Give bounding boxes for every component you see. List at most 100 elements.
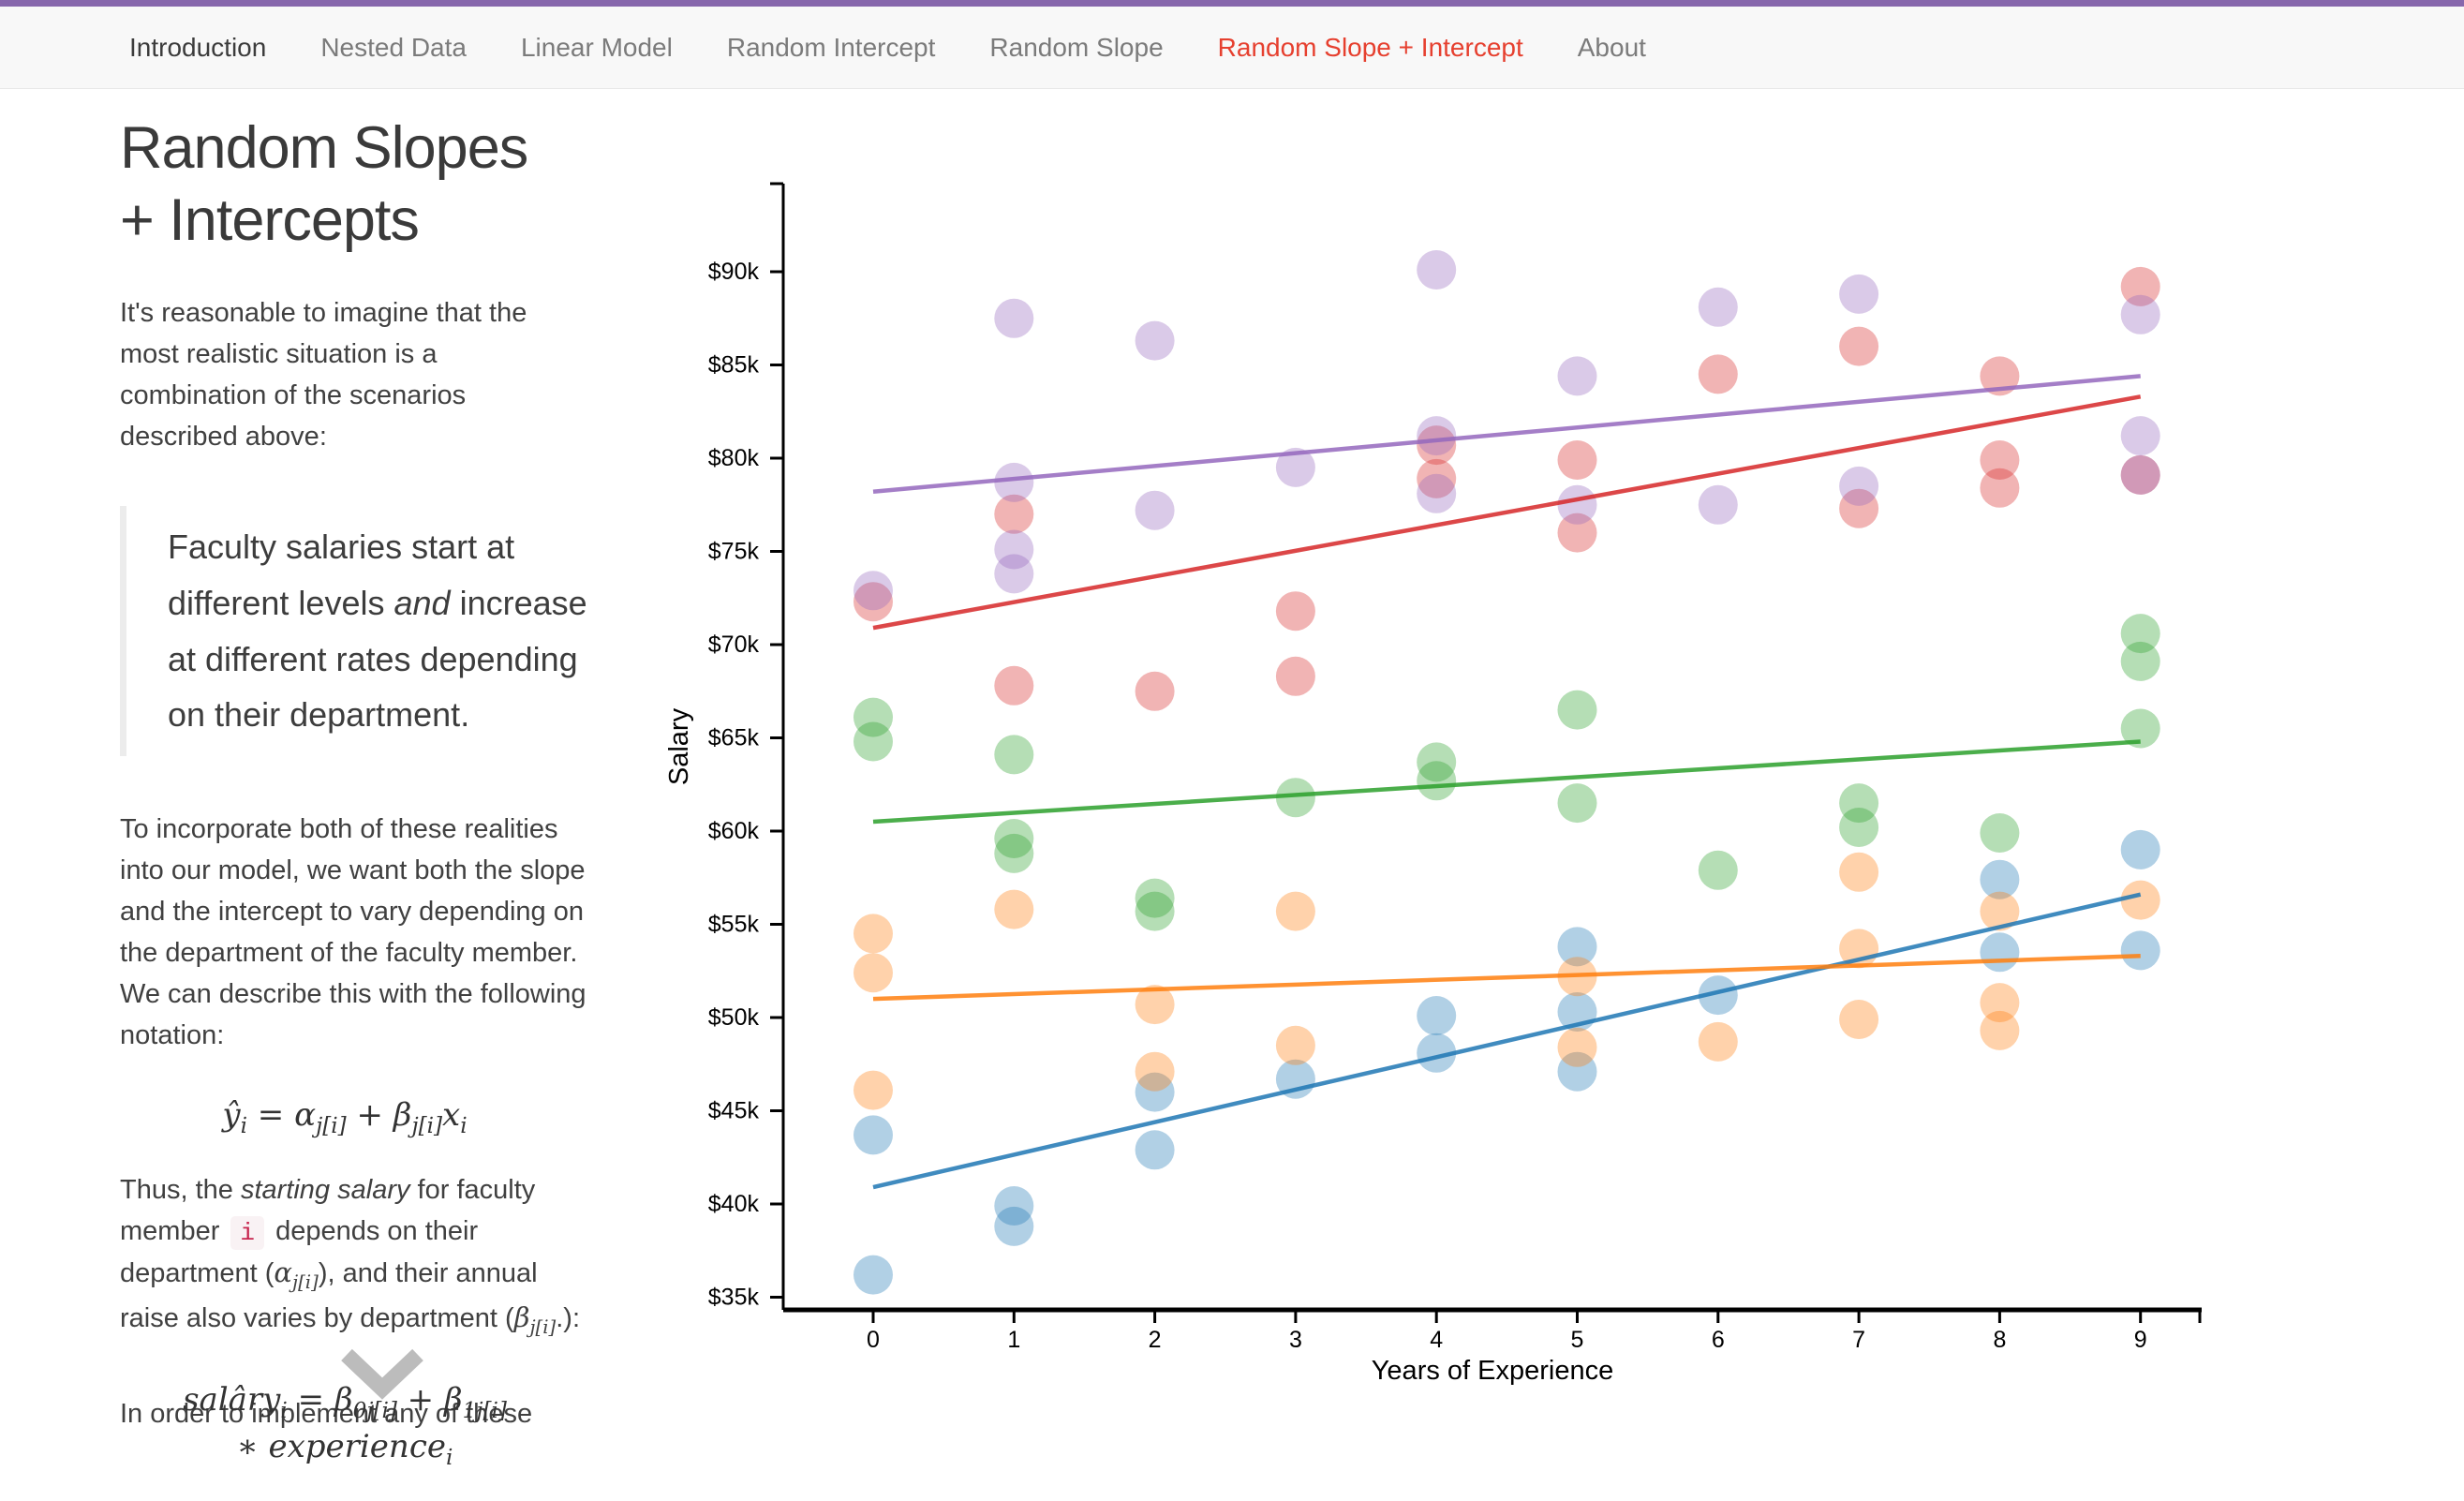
data-point-department-green [1135, 891, 1175, 931]
x-tick-label: 3 [1289, 1327, 1302, 1353]
data-point-department-purple [1135, 490, 1175, 530]
data-point-department-red [1980, 440, 2020, 480]
data-point-department-blue [1557, 1051, 1597, 1092]
data-point-department-red [1839, 326, 1879, 366]
data-point-department-blue [2120, 829, 2160, 869]
data-point-department-blue [2120, 930, 2160, 971]
data-point-department-orange [1135, 1051, 1175, 1092]
data-point-department-green [2120, 641, 2160, 681]
data-point-department-purple [2120, 416, 2160, 456]
x-tick-label: 4 [1430, 1327, 1443, 1353]
data-point-department-purple [994, 462, 1034, 502]
data-point-department-blue [1980, 859, 2020, 899]
data-point-department-green [2120, 614, 2160, 654]
data-point-department-orange [1275, 891, 1315, 931]
nav-item-nested-data[interactable]: Nested Data [320, 32, 467, 62]
trend-line-department-purple [872, 374, 2141, 495]
trend-line-department-green [872, 739, 2141, 825]
data-point-department-purple [1417, 416, 1457, 456]
x-tick-label: 7 [1852, 1327, 1865, 1353]
x-tick-label: 5 [1571, 1327, 1584, 1353]
trend-line-department-blue [872, 892, 2142, 1190]
x-axis-title: Years of Experience [1372, 1356, 1613, 1386]
data-point-department-blue [1417, 1033, 1457, 1073]
data-point-department-red [1839, 488, 1879, 528]
y-tick-label: $70k [708, 632, 760, 658]
y-tick-label: $50k [708, 1004, 760, 1031]
y-tick-label: $60k [708, 818, 760, 844]
salary-scatter-chart: $35k $40k $45k $50k $55k $60k $65k $70k $75k $80k… [664, 182, 2202, 1386]
data-point-department-green [994, 833, 1034, 873]
nav-item-random-slope-intercept[interactable]: Random Slope + Intercept [1217, 32, 1523, 62]
x-tick-label: 9 [2134, 1327, 2147, 1353]
data-point-department-blue [853, 1255, 893, 1295]
data-point-department-green [2120, 708, 2160, 749]
blockquote: Faculty salaries start at different leve… [120, 506, 627, 757]
x-tick-label: 2 [1149, 1327, 1162, 1353]
data-point-department-purple [1417, 473, 1457, 513]
data-point-department-red [2120, 454, 2160, 495]
page-title: Random Slopes + Intercepts [120, 115, 528, 253]
data-point-department-green [1135, 878, 1175, 918]
data-point-department-orange [2120, 880, 2160, 920]
x-tick-label: 0 [867, 1327, 880, 1353]
data-point-department-red [1557, 440, 1597, 480]
x-tick-label: 1 [1007, 1327, 1020, 1353]
y-tick-label: $65k [708, 725, 760, 751]
data-point-department-blue [1698, 975, 1738, 1016]
data-point-department-blue [1557, 927, 1597, 967]
data-point-department-red [1275, 591, 1315, 632]
data-point-department-green [1417, 761, 1457, 801]
data-point-department-purple [1557, 356, 1597, 396]
main-nav: Introduction Nested Data Linear Model Rando… [0, 7, 2464, 89]
data-point-department-purple [1839, 466, 1879, 506]
data-point-department-orange [1275, 1025, 1315, 1065]
data-point-department-purple [2120, 294, 2160, 334]
intro-paragraph: It's reasonable to imagine that the most… [120, 297, 527, 452]
formula-yhat: ŷi = αj[i] + βj[i]xi [222, 1095, 468, 1138]
data-point-department-orange [853, 914, 893, 954]
data-point-department-red [1275, 656, 1315, 696]
x-tick-label: 6 [1712, 1327, 1725, 1353]
model-paragraph: To incorporate both of these realities i… [120, 814, 586, 1051]
data-point-department-red [1557, 513, 1597, 553]
nav-item-random-intercept[interactable]: Random Intercept [726, 32, 936, 62]
data-point-department-orange [1980, 891, 2020, 931]
nav-item-about[interactable]: About [1577, 32, 1646, 62]
y-axis-title: Salary [664, 707, 694, 785]
data-point-department-purple [1417, 250, 1457, 290]
data-point-department-orange [1839, 852, 1879, 892]
trend-line-department-red [872, 394, 2142, 631]
data-point-department-purple [1839, 274, 1879, 314]
data-point-department-red [1417, 458, 1457, 498]
nav-item-introduction[interactable]: Introduction [129, 32, 267, 62]
x-tick-label: 8 [1993, 1327, 2006, 1353]
data-point-department-blue [1135, 1130, 1175, 1170]
formula-salary: salâryi = β0j[i] + β1j[i] ∗ experiencei [183, 1380, 507, 1470]
data-point-department-purple [853, 571, 893, 611]
scroll-down-chevron-icon[interactable] [335, 1347, 429, 1400]
trend-line-department-orange [872, 954, 2141, 1002]
data-point-department-red [1698, 354, 1738, 394]
nav-item-linear-model[interactable]: Linear Model [520, 32, 673, 62]
data-point-department-purple [2120, 454, 2160, 495]
data-point-department-blue [1980, 932, 2020, 973]
data-point-department-blue [853, 1115, 893, 1155]
data-point-department-orange [1557, 1027, 1597, 1067]
data-point-department-blue [1135, 1072, 1175, 1112]
data-point-department-blue [994, 1206, 1034, 1246]
y-tick-label: $35k [708, 1285, 760, 1311]
y-tick-label: $90k [708, 259, 760, 285]
data-point-department-blue [1417, 996, 1457, 1035]
data-point-department-purple [994, 554, 1034, 594]
data-point-department-orange [1135, 985, 1175, 1025]
nav-item-random-slope[interactable]: Random Slope [989, 32, 1164, 62]
data-point-department-green [853, 721, 893, 762]
data-point-department-green [1980, 813, 2020, 853]
data-point-department-green [1417, 742, 1457, 782]
data-point-department-red [1135, 671, 1175, 711]
data-point-department-orange [1839, 1000, 1879, 1039]
data-point-department-green [994, 735, 1034, 775]
data-point-department-green [1698, 850, 1738, 890]
data-point-department-red [1417, 425, 1457, 466]
